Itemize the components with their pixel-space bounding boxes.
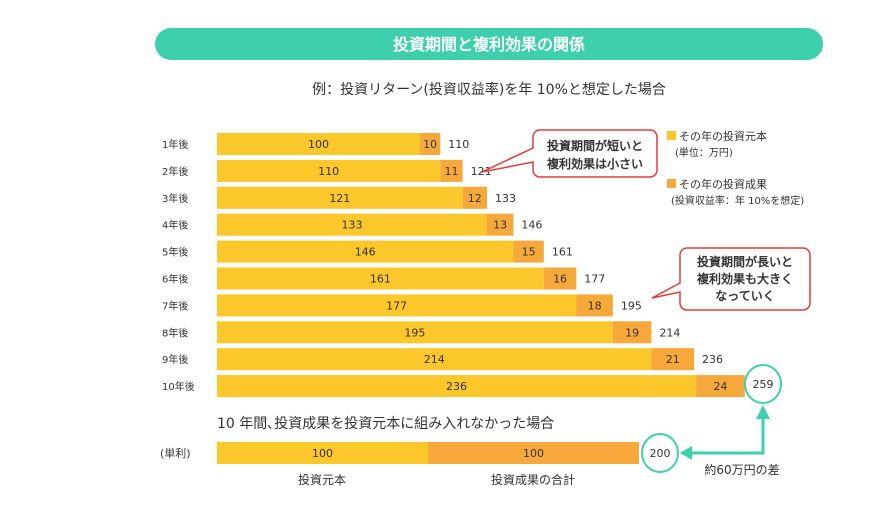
total-label-simple: 200 [650,447,671,460]
bar-principal-label: 146 [355,246,376,259]
bar-principal-label: 100 [308,138,329,151]
bar-gain [462,186,487,209]
chart-title: 投資期間と複利効果の関係 [393,35,585,54]
callout-long-line-1: 投資期間が長いと [697,254,793,269]
bar-gain [576,294,613,317]
callout-long-line-3: なっていく [715,289,774,303]
bar-total-label: 236 [702,353,723,366]
legend-label-principal: その年の投資元本 [679,129,767,143]
bar-gain-label: 21 [666,353,680,366]
legend-note-principal: (単位：万円) [675,146,733,159]
bar-gain-label: 19 [625,326,639,339]
bar-gain [486,213,514,236]
bar-gain [696,375,745,398]
bar-total-label: 121 [471,165,492,178]
total-circle-simple [641,433,679,473]
bar-principal-label: 121 [329,192,350,205]
legend-swatch-gain [667,179,676,188]
bar-gain-label: 15 [522,246,536,259]
difference-label: 約60万円の差 [704,462,779,477]
bar-principal [217,240,514,263]
bar-principal-label: 161 [370,273,391,286]
category-label: 4年後 [162,219,188,232]
bar-principal [217,186,463,209]
bar-gain-label: 10 [423,138,437,151]
bar-gain [420,133,441,155]
bar-gain [612,321,652,344]
bar-principal-label: 133 [341,219,362,232]
chart-subtitle: 例：投資リターン(投資収益率)を年 10%と想定した場合 [312,81,666,98]
bar-gain [513,240,544,263]
simple-segment-label-gain: 投資成果の合計 [491,472,575,487]
bar-gain [651,348,695,371]
category-label: 7年後 [162,299,188,312]
bar-total-label: 161 [552,246,573,259]
simple-bar-label: 100 [523,447,544,460]
bar-total-label: 146 [521,219,542,232]
category-label: 9年後 [162,353,188,366]
category-label: 1年後 [162,138,188,151]
bar-principal-label: 236 [446,380,467,393]
category-label: 2年後 [162,165,188,178]
total-circle-compound [744,364,782,404]
simple-bar-label: 100 [312,447,333,460]
bar-gain-label: 11 [444,165,458,178]
category-label: 6年後 [162,273,188,286]
simple-bar-gain [428,442,639,464]
category-label: 3年後 [162,192,188,205]
bar-total-label: 110 [448,138,469,151]
bar-principal-label: 195 [404,326,425,339]
callout-long-period [651,247,811,311]
bar-principal-label: 214 [424,353,445,366]
bar-principal [217,213,487,236]
bar-gain-label: 12 [468,192,482,205]
bar-principal-label: 110 [318,165,339,178]
bar-principal [217,294,577,317]
legend-note-gain: (投資収益率：年 10%を想定) [671,194,804,207]
callout-short-line-1: 投資期間が短いと [547,138,643,153]
bar-total-label: 195 [621,299,642,312]
bar-gain [543,267,577,290]
arrow-head-up-icon [756,405,770,419]
bar-principal [217,321,613,344]
bar-principal [217,375,697,398]
callout-short-period [481,129,658,178]
bar-gain-label: 18 [588,299,602,312]
simple-label: (単利) [160,446,191,460]
legend-swatch-principal [667,131,676,140]
callout-short-line-2: 複利効果は小さい [546,156,643,171]
bar-principal [217,133,420,155]
bar-gain [440,159,463,182]
bar-total-label: 214 [659,326,680,339]
title-banner [155,28,823,60]
simple-heading: 10 年間､投資成果を投資元本に組み入れなかった場合 [217,416,554,432]
bar-gain-label: 16 [553,273,567,286]
bar-total-label: 133 [495,192,516,205]
callout-long-line-2: 複利効果も大きく [696,271,793,286]
bar-principal [217,348,652,371]
category-label: 10年後 [162,380,195,393]
category-label: 5年後 [162,246,188,259]
bar-gain-label: 13 [493,219,507,232]
bar-principal [217,159,441,182]
bar-total-label: 177 [584,273,605,286]
arrow-head-left-icon [680,446,692,460]
total-label-compound: 259 [753,378,774,391]
simple-segment-label-principal: 投資元本 [298,472,346,487]
simple-bar-principal [217,442,428,464]
bar-principal-label: 177 [386,299,407,312]
bar-principal [217,267,544,290]
difference-arrow [690,418,765,455]
bar-gain-label: 24 [713,380,727,393]
legend-label-gain: その年の投資成果 [679,177,767,191]
category-label: 8年後 [162,326,188,339]
